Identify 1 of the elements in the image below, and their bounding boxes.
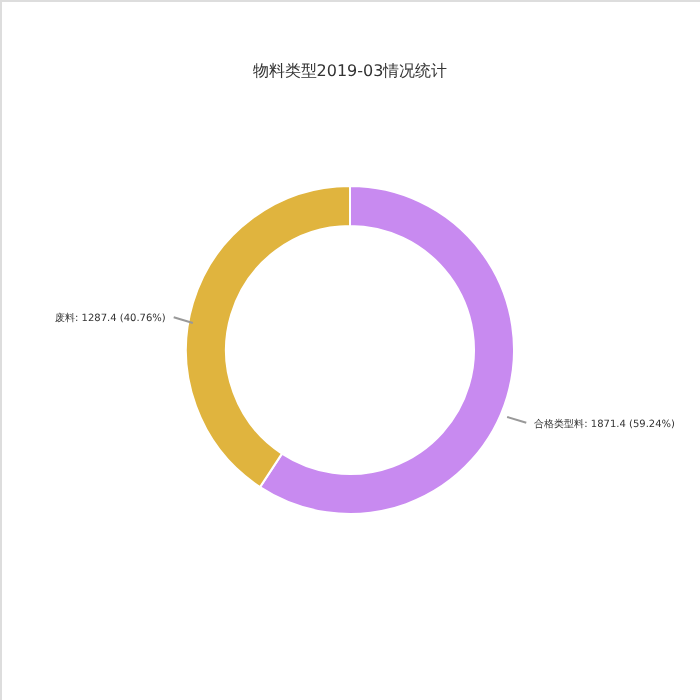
chart-title: 物料类型2019-03情况统计	[252, 62, 448, 80]
